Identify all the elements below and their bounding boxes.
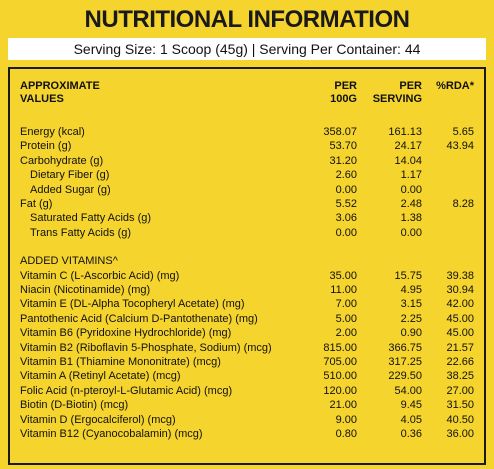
row-label: Vitamin B1 (Thiamine Mononitrate) (mcg)	[20, 356, 221, 368]
row-value: 21.00	[329, 399, 357, 412]
row-value: 45.00	[446, 312, 474, 325]
row-value: 5.00	[335, 312, 357, 325]
row-value: 4.95	[400, 284, 422, 296]
section-heading: ADDED VITAMINS^	[20, 255, 118, 268]
row-value: 2.00	[335, 327, 357, 340]
serving-info: Serving Size: 1 Scoop (45g) | Serving Pe…	[8, 38, 486, 60]
row-value: 45.00	[446, 327, 474, 340]
row-value: 27.00	[446, 384, 474, 397]
row-value: 510.00	[323, 370, 357, 383]
row-label: Protein (g)	[20, 140, 72, 153]
row-label: Vitamin D (Ergocalciferol) (mcg)	[20, 413, 176, 426]
row-value: 0.00	[335, 226, 357, 239]
row-value: 30.94	[446, 284, 474, 296]
row-value: 2.25	[400, 312, 422, 325]
row-value: 11.00	[330, 284, 357, 296]
header-cell: PER SERVING	[372, 80, 422, 105]
row-label: Niacin (Nicotinamide) (mg)	[20, 284, 151, 296]
row-value: 53.70	[329, 140, 357, 153]
title: NUTRITIONAL INFORMATION	[84, 6, 410, 33]
row-label: Vitamin C (L-Ascorbic Acid) (mg)	[20, 269, 180, 282]
row-value: 366.75	[388, 341, 422, 354]
row-value: 705.00	[323, 356, 357, 368]
row-label: Folic Acid (n-pteroyl-L-Glutamic Acid) (…	[20, 384, 233, 397]
row-value: 21.57	[446, 341, 474, 354]
row-value: 0.36	[400, 428, 422, 440]
header-cell: %RDA*	[436, 80, 474, 92]
row-value: 0.90	[400, 327, 422, 340]
row-value: 40.50	[446, 413, 474, 426]
row-label: Vitamin B12 (Cyanocobalamin) (mcg)	[20, 428, 203, 440]
row-value: 0.80	[335, 428, 357, 440]
row-value: 3.15	[400, 298, 422, 311]
row-value: 3.06	[335, 212, 357, 225]
row-label: Fat (g)	[20, 198, 53, 210]
row-value: 815.00	[323, 341, 357, 354]
row-value: 54.00	[394, 384, 422, 397]
row-value: 5.52	[335, 198, 357, 210]
row-value: 36.00	[446, 428, 474, 440]
row-label: Energy (kcal)	[20, 126, 85, 138]
row-value: 229.50	[388, 370, 422, 383]
row-value: 31.50	[446, 399, 474, 412]
row-value: 161.13	[388, 126, 422, 138]
row-value: 0.00	[400, 183, 422, 196]
header-cell: APPROXIMATE VALUES	[20, 80, 100, 105]
row-label: Biotin (D-Biotin) (mcg)	[20, 399, 129, 412]
row-value: 317.25	[388, 356, 422, 368]
row-value: 9.45	[400, 399, 422, 412]
row-value: 14.04	[394, 154, 422, 167]
row-label: Pantothenic Acid (Calcium D-Pantothenate…	[20, 312, 258, 325]
row-value: 0.00	[335, 183, 357, 196]
row-value: 0.00	[400, 226, 422, 239]
row-value: 7.00	[335, 298, 357, 311]
row-label: Saturated Fatty Acids (g)	[30, 212, 152, 225]
row-value: 358.07	[323, 126, 357, 138]
row-label: Vitamin A (Retinyl Acetate) (mcg)	[20, 370, 181, 383]
row-value: 15.75	[394, 269, 422, 282]
row-value: 43.94	[446, 140, 474, 153]
row-label: Dietary Fiber (g)	[30, 169, 110, 182]
header-cell: PER 100G	[330, 80, 357, 105]
row-label: Added Sugar (g)	[30, 183, 111, 196]
row-value: 1.38	[400, 212, 422, 225]
row-value: 35.00	[329, 269, 357, 282]
row-label: Trans Fatty Acids (g)	[30, 226, 132, 239]
row-value: 22.66	[446, 356, 474, 368]
row-value: 38.25	[446, 370, 474, 383]
row-label: Vitamin B6 (Pyridoxine Hydrochloride) (m…	[20, 327, 232, 340]
row-label: Carbohydrate (g)	[20, 154, 104, 167]
row-value: 2.48	[400, 198, 422, 210]
row-value: 1.17	[400, 169, 422, 182]
nutrition-table: APPROXIMATE VALUES PER 100G PER SERVING %RD…	[8, 67, 486, 465]
row-label: Vitamin B2 (Riboflavin 5-Phosphate, Sodi…	[20, 341, 272, 354]
row-value: 4.05	[400, 413, 422, 426]
row-value: 120.00	[323, 384, 357, 397]
row-value: 9.00	[335, 413, 357, 426]
row-value: 24.17	[394, 140, 422, 153]
row-value: 2.60	[335, 169, 357, 182]
row-value: 39.38	[446, 269, 474, 282]
row-value: 31.20	[329, 154, 357, 167]
row-value: 5.65	[452, 126, 474, 138]
row-value: 42.00	[446, 298, 474, 311]
row-value: 8.28	[452, 198, 474, 210]
row-label: Vitamin E (DL-Alpha Tocopheryl Acetate) …	[20, 298, 245, 311]
